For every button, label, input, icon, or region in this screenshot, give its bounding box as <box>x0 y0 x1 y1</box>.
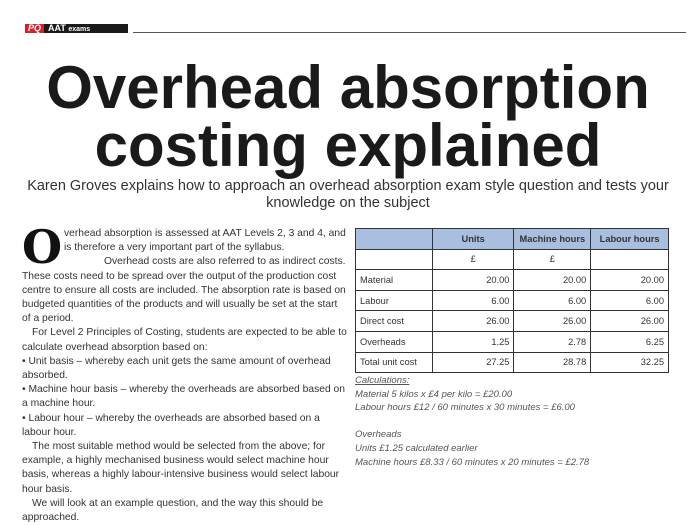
currency-row: £ £ <box>355 248 669 271</box>
cell: £ <box>513 248 592 271</box>
table-row: Labour 6.00 6.00 6.00 <box>355 289 669 312</box>
cell <box>355 248 433 271</box>
paragraph: We will look at an example question, and… <box>22 497 324 524</box>
cell: 27.25 <box>431 351 515 374</box>
drop-cap: O <box>22 220 63 274</box>
cell: Overheads <box>355 330 433 353</box>
calculations: Calculations: Material 5 kilos x £4 per … <box>355 374 589 469</box>
section-label: AAT exams <box>44 23 129 33</box>
calc-line: Units £1.25 calculated earlier <box>355 442 478 454</box>
cell: 26.00 <box>590 310 669 332</box>
bullet-item: • Unit basis – whereby each unit gets th… <box>22 355 331 382</box>
cell <box>590 248 669 271</box>
table-row: Direct cost 26.00 26.00 26.00 <box>355 310 669 332</box>
headline-line1: Overhead absorption <box>46 54 650 121</box>
cell: 26.00 <box>513 310 592 332</box>
article-body: O verhead absorption is assessed at AAT … <box>22 220 347 525</box>
cell: 6.25 <box>590 330 669 353</box>
section-header: PQ AAT exams <box>25 23 129 33</box>
cell: 2.78 <box>513 330 592 353</box>
header-cell: Units <box>431 228 515 250</box>
table-row: Overheads 1.25 2.78 6.25 <box>355 330 669 353</box>
cell: Labour <box>355 289 433 312</box>
section-sub: exams <box>68 26 91 33</box>
paragraph: verhead absorption is assessed at AAT Le… <box>64 228 346 254</box>
cell: 6.00 <box>513 289 592 312</box>
bullet-item: • Machine hour basis – whereby the overh… <box>22 384 346 410</box>
header-cell: Labour hours <box>590 228 669 250</box>
paragraph: Overhead costs are also referred to as i… <box>22 256 346 325</box>
header-cell: Machine hours <box>513 228 592 250</box>
cell: Total unit cost <box>355 351 433 374</box>
cell: 6.00 <box>431 289 515 312</box>
brand-logo: PQ <box>25 24 45 33</box>
cell: 32.25 <box>590 351 669 374</box>
overheads-heading: Overheads <box>355 429 402 441</box>
cell: 20.00 <box>513 269 592 291</box>
header-rule <box>133 32 686 33</box>
table-row: Total unit cost 27.25 28.78 32.25 <box>355 351 669 374</box>
cell: 6.00 <box>590 289 669 312</box>
cell: 20.00 <box>431 269 515 291</box>
cost-table: Units Machine hours Labour hours £ £ Mat… <box>355 228 669 374</box>
cell: 26.00 <box>431 310 515 332</box>
section-main: AAT <box>48 23 66 33</box>
cell: 28.78 <box>513 351 592 374</box>
table-header-row: Units Machine hours Labour hours <box>355 228 669 250</box>
standfirst: Karen Groves explains how to approach an… <box>27 178 669 211</box>
cell: 1.25 <box>431 330 515 353</box>
bullet-item: • Labour hour – whereby the overheads ar… <box>22 412 320 438</box>
headline-line2: costing explained <box>94 112 602 179</box>
cell: Direct cost <box>355 310 433 332</box>
calc-line: Material 5 kilos x £4 per kilo = £20.00 <box>355 388 513 400</box>
paragraph: For Level 2 Principles of Costing, stude… <box>22 327 347 353</box>
header-cell <box>355 228 433 250</box>
cell: Material <box>355 269 433 291</box>
calc-line: Machine hours £8.33 / 60 minutes x 20 mi… <box>355 456 590 468</box>
cell: £ <box>431 248 515 271</box>
calc-heading: Calculations: <box>355 375 410 386</box>
table-row: Material 20.00 20.00 20.00 <box>355 269 669 291</box>
paragraph: The most suitable method would be select… <box>22 441 340 495</box>
cell: 20.00 <box>590 269 669 291</box>
calc-line: Labour hours £12 / 60 minutes x 30 minut… <box>355 402 575 414</box>
